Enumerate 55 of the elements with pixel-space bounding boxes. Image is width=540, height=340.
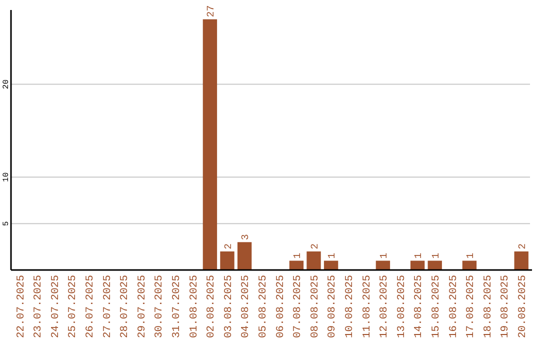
bar	[410, 260, 425, 270]
x-tick-label: 19.08.2025	[500, 275, 512, 338]
data-label: 2	[310, 243, 322, 250]
x-tick-label: 04.08.2025	[240, 275, 252, 338]
x-tick-label: 17.08.2025	[465, 275, 478, 338]
x-tick-label: 15.08.2025	[430, 275, 443, 338]
bar	[376, 260, 390, 270]
data-label: 3	[241, 234, 252, 240]
x-tick-label: 25.07.2025	[67, 275, 80, 338]
x-tick-label: 20.08.2025	[517, 275, 530, 338]
data-label: 1	[292, 252, 304, 259]
x-tick-label: 01.08.2025	[188, 275, 200, 338]
data-label: 2	[518, 243, 529, 250]
x-tick-label: 06.08.2025	[274, 275, 287, 338]
x-tick-label: 27.07.2025	[102, 275, 114, 338]
y-tick-label: 10	[2, 172, 11, 182]
data-label: 1	[414, 252, 426, 259]
x-tick-label: 30.07.2025	[154, 275, 166, 338]
x-tick-label: 13.08.2025	[396, 275, 408, 338]
bar	[514, 251, 528, 270]
data-label: 2	[224, 243, 235, 250]
data-label: 1	[466, 252, 477, 259]
x-tick-label: 28.07.2025	[119, 275, 132, 338]
y-tick-label: 5	[2, 220, 11, 226]
data-label: 1	[431, 252, 442, 259]
x-tick-label: 24.07.2025	[50, 275, 62, 338]
y-tick-label: 20	[2, 79, 11, 90]
bar	[462, 260, 477, 270]
x-tick-label: 29.07.2025	[136, 275, 148, 338]
x-tick-label: 08.08.2025	[309, 275, 322, 338]
data-label: 27	[206, 5, 218, 18]
x-tick-label: 26.07.2025	[84, 275, 97, 338]
x-tick-label: 07.08.2025	[292, 275, 304, 338]
x-tick-label: 03.08.2025	[222, 275, 235, 338]
x-tick-label: 18.08.2025	[482, 275, 494, 338]
x-tick-label: 22.07.2025	[15, 275, 28, 338]
x-tick-label: 23.07.2025	[32, 275, 45, 338]
bar	[237, 242, 252, 270]
x-tick-label: 02.08.2025	[206, 275, 218, 338]
x-tick-label: 12.08.2025	[378, 275, 391, 338]
x-tick-label: 14.08.2025	[413, 275, 426, 338]
bar	[324, 260, 338, 270]
x-tick-label: 11.08.2025	[361, 275, 374, 338]
x-tick-label: 16.08.2025	[448, 275, 460, 338]
bar	[289, 260, 304, 270]
bar	[202, 19, 218, 270]
data-label: 1	[328, 252, 339, 259]
x-tick-label: 10.08.2025	[344, 275, 356, 338]
bar	[306, 251, 321, 270]
bar	[428, 260, 442, 270]
x-tick-label: 31.07.2025	[171, 275, 184, 338]
x-tick-label: 09.08.2025	[326, 275, 339, 338]
bar	[220, 251, 234, 270]
data-label: 1	[379, 252, 390, 259]
x-tick-label: 05.08.2025	[258, 275, 270, 338]
